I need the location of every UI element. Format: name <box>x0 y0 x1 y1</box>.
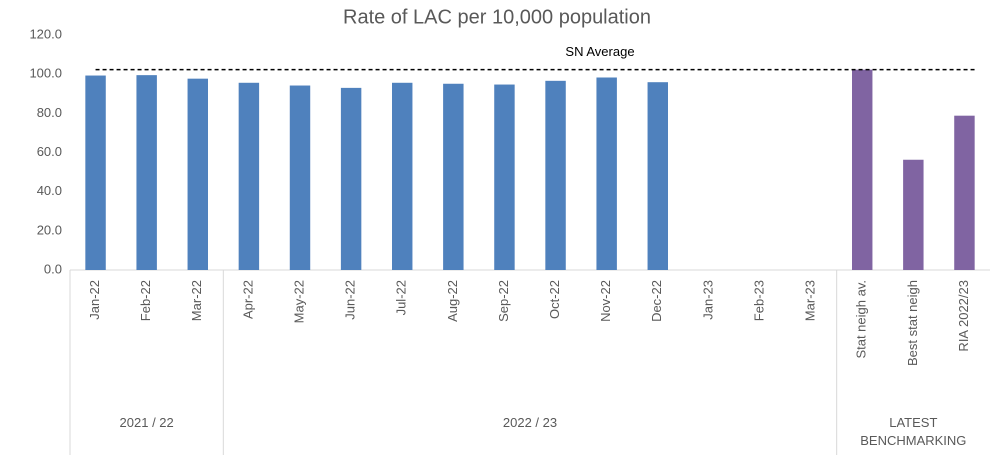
y-tick-label: 80.0 <box>37 105 62 120</box>
x-tick-label: Mar-22 <box>189 280 204 321</box>
x-tick-label: Jun-22 <box>343 280 358 320</box>
bar <box>545 80 566 270</box>
bar <box>85 75 106 270</box>
bar <box>443 83 464 270</box>
bar <box>954 115 975 270</box>
bar <box>852 69 873 270</box>
x-tick-label: May-22 <box>291 280 306 323</box>
bar <box>340 87 362 270</box>
x-tick-label: Dec-22 <box>649 280 664 322</box>
group-label: 2022 / 23 <box>502 415 558 430</box>
x-tick-label: Feb-22 <box>138 280 153 321</box>
x-tick-label: Jan-23 <box>700 280 715 320</box>
bar <box>187 78 208 270</box>
x-tick-label: RIA 2022/23 <box>956 280 971 352</box>
bar <box>903 159 924 270</box>
x-tick-label: Stat neigh av. <box>854 280 869 359</box>
y-tick-label: 0.0 <box>44 261 62 276</box>
reference-label: SN Average <box>565 44 634 59</box>
x-tick-label: Feb-23 <box>751 280 766 321</box>
x-tick-label: Sep-22 <box>496 280 511 322</box>
x-tick-label: Best stat neigh <box>905 280 920 366</box>
x-tick-label: Apr-22 <box>240 280 255 319</box>
chart-title: Rate of LAC per 10,000 population <box>343 6 651 28</box>
bar <box>392 82 413 271</box>
x-tick-label: Aug-22 <box>445 280 460 322</box>
x-tick-label: Nov-22 <box>598 280 613 322</box>
bar <box>494 84 515 270</box>
x-tick-label: Jan-22 <box>87 280 102 320</box>
bar <box>289 85 311 271</box>
bar <box>647 82 668 270</box>
y-tick-label: 20.0 <box>37 222 62 237</box>
bar <box>238 82 260 271</box>
bar <box>136 75 157 270</box>
x-tick-label: Mar-23 <box>803 280 818 321</box>
group-label: LATEST BENCHMARKING <box>860 415 967 448</box>
y-tick-label: 40.0 <box>37 183 62 198</box>
y-tick-label: 60.0 <box>37 144 62 159</box>
x-tick-label: Oct-22 <box>547 280 562 319</box>
x-tick-label: Jul-22 <box>394 280 409 315</box>
y-tick-label: 100.0 <box>29 66 62 81</box>
y-tick-label: 120.0 <box>29 26 62 41</box>
group-label: 2021 / 22 <box>119 415 174 430</box>
bar <box>596 77 617 270</box>
